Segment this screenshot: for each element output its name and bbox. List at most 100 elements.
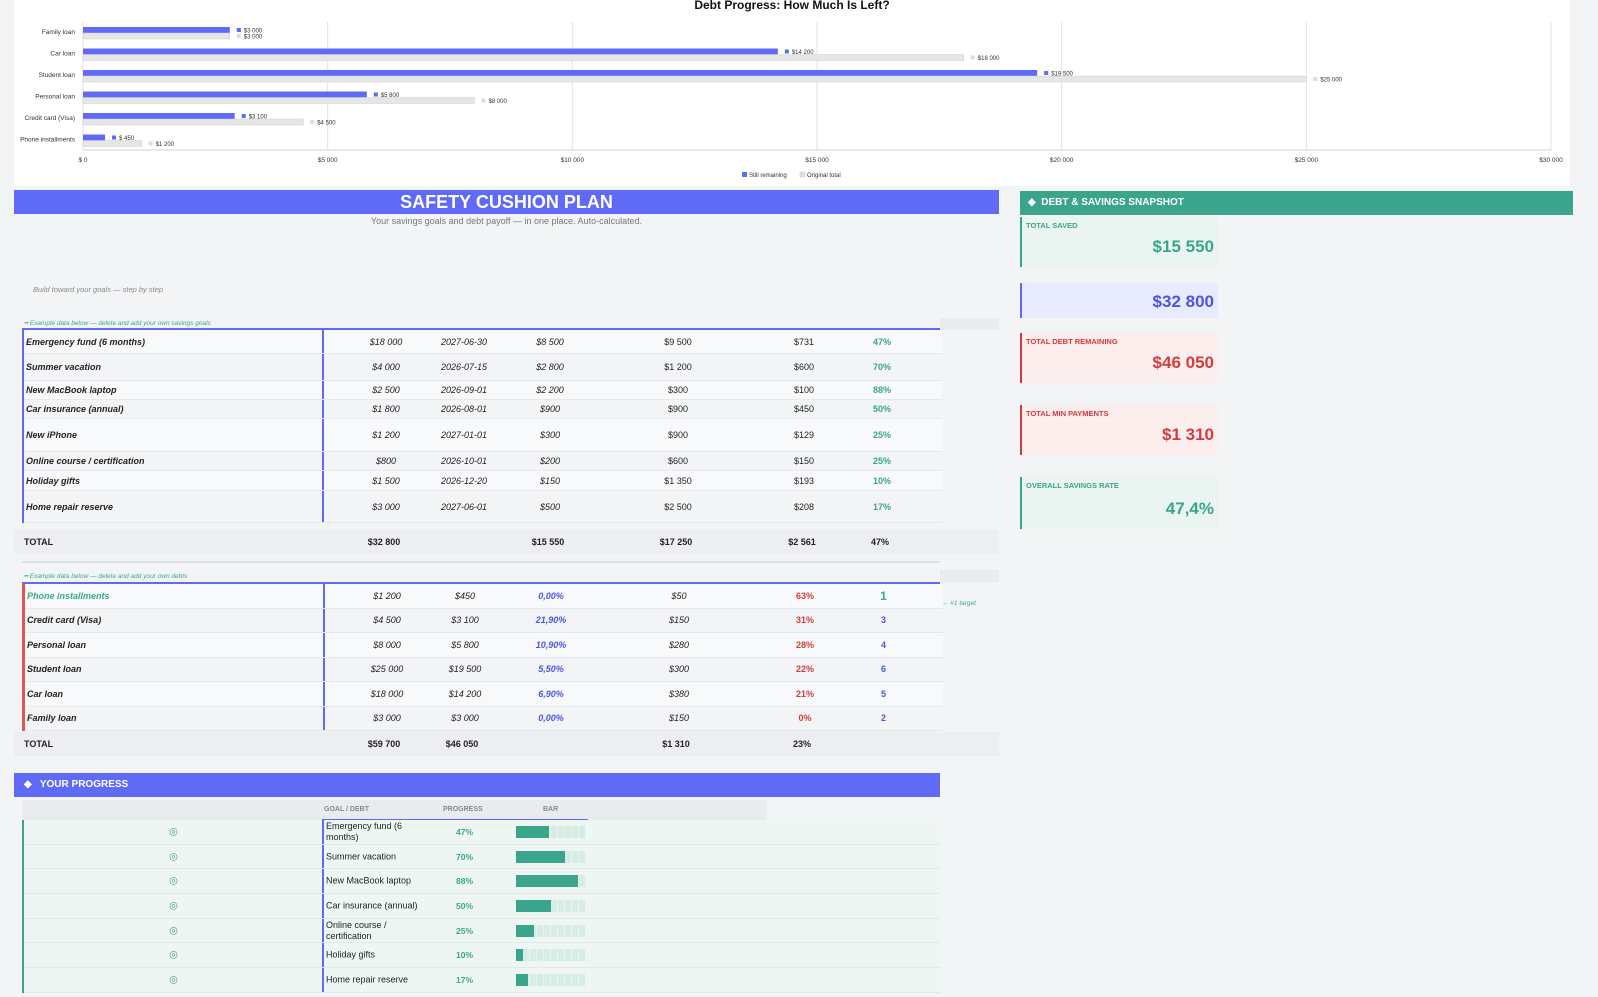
total-target-card: $32 800 xyxy=(1020,283,1218,318)
debts-table: Phone installments $1 200 $450 0,00% $50 63% 1… xyxy=(22,584,943,731)
column-separator xyxy=(322,354,324,380)
bar-original xyxy=(82,75,1307,83)
table-top-rule xyxy=(22,582,940,584)
category-label: Car loan xyxy=(50,51,75,58)
savings-row[interactable]: Home repair reserve $3 000 2027-06-01 $500 $… xyxy=(24,491,942,523)
snapshot-title: DEBT & SAVINGS SNAPSHOT xyxy=(1041,197,1184,208)
bar-remaining xyxy=(83,134,106,141)
total-paid: 23% xyxy=(792,739,811,749)
debt-name: Phone installments xyxy=(27,590,110,601)
debt-row[interactable]: Phone installments $1 200 $450 0,00% $50 63% 1 xyxy=(25,584,943,609)
goal-saved: $150 xyxy=(539,475,561,486)
debt-remaining: $3 100 xyxy=(451,615,479,626)
savings-row[interactable]: New MacBook laptop $2 500 2026-09-01 $2 200… xyxy=(24,381,942,400)
target-icon: ◎ xyxy=(169,974,178,986)
total-saved-card: TOTAL SAVED $15 550 xyxy=(1020,217,1218,267)
savings-row[interactable]: Online course / certification $800 2026-10… xyxy=(24,452,942,471)
bar-remaining xyxy=(83,27,230,33)
progress-percent: 88% xyxy=(456,876,474,887)
progress-row: ◎ New MacBook laptop 88% xyxy=(24,869,940,895)
column-separator xyxy=(322,820,324,844)
progress-percent: 50% xyxy=(456,900,474,911)
goal-monthly: $600 xyxy=(793,362,815,372)
goal-date: 2026-07-15 xyxy=(440,362,488,372)
data-label-marker xyxy=(784,49,789,54)
savings-row[interactable]: Car insurance (annual) $1 800 2026-08-01 $9… xyxy=(24,400,942,419)
debt-row[interactable]: Credit card (Visa) $4 500 $3 100 21,90% $150… xyxy=(25,608,943,633)
goal-date: 2027-01-01 xyxy=(440,430,488,440)
savings-row[interactable]: New iPhone $1 200 2027-01-01 $300 $900 $129 25… xyxy=(24,419,942,452)
savings-row[interactable]: Holiday gifts $1 500 2026-12-20 $150 $1 350 $… xyxy=(24,471,942,491)
progress-percent: 47% xyxy=(456,826,474,837)
debt-rate: 21,90% xyxy=(535,615,567,626)
savings-row[interactable]: Emergency fund (6 months) $18 000 2027-06-… xyxy=(24,330,942,354)
debt-row[interactable]: Student loan $25 000 $19 500 5,50% $300 22% 6 xyxy=(25,657,943,682)
debt-row[interactable]: Personal loan $8 000 $5 800 10,90% $280 28% 4 xyxy=(25,633,943,658)
debt-paid: 21% xyxy=(795,688,814,699)
debt-original: $4 500 xyxy=(373,615,401,626)
goal-pct: 17% xyxy=(872,501,891,512)
data-label: $19 500 xyxy=(1051,72,1073,78)
goal-target: $1 200 xyxy=(372,430,400,440)
progress-bar-fill xyxy=(516,850,565,863)
progress-bar xyxy=(516,924,586,937)
goal-left: $1 350 xyxy=(664,475,692,486)
goal-monthly: $208 xyxy=(793,501,815,512)
bar-remaining xyxy=(83,91,367,98)
debt-remaining: $3 000 xyxy=(451,713,479,724)
x-tick-label: $20 000 xyxy=(1050,157,1074,164)
savings-row[interactable]: Summer vacation $4 000 2026-07-15 $2 800 $1 … xyxy=(24,354,942,381)
goal-left: $2 500 xyxy=(664,501,692,512)
debt-order: 3 xyxy=(880,615,886,626)
progress-bar-fill xyxy=(516,949,523,962)
goal-saved: $500 xyxy=(539,501,561,512)
data-label-marker xyxy=(148,141,153,146)
goal-target: $3 000 xyxy=(372,501,400,512)
progress-bar xyxy=(516,973,586,986)
progress-bar xyxy=(516,875,586,888)
debt-remaining: $5 800 xyxy=(451,639,479,650)
data-label: $3 000 xyxy=(244,35,263,41)
total-saved-value: $15 550 xyxy=(1152,237,1214,256)
step-note: Build toward your goals — step by step xyxy=(33,285,164,294)
column-separator xyxy=(322,471,324,490)
goal-name: Holiday gifts xyxy=(26,475,81,486)
column-separator xyxy=(323,657,325,681)
column-separator xyxy=(322,419,324,451)
savings-total-row: TOTAL $32 800 $15 550 $17 250 $2 561 47% xyxy=(14,530,999,554)
x-tick-label: $30 000 xyxy=(1539,157,1563,164)
debt-remaining-label: TOTAL DEBT REMAINING xyxy=(1026,337,1118,346)
goal-name: Summer vacation xyxy=(26,362,102,372)
data-label: $4 500 xyxy=(317,121,336,127)
debt-row[interactable]: Car loan $18 000 $14 200 6,90% $380 21% 5 xyxy=(25,682,943,707)
progress-goal-name: Summer vacation xyxy=(326,851,397,862)
goal-saved: $900 xyxy=(539,404,561,414)
debt-original: $8 000 xyxy=(373,639,401,650)
x-tick-label: $ 0 xyxy=(78,157,87,164)
debt-remaining-value: $46 050 xyxy=(1152,353,1214,372)
goal-target: $800 xyxy=(375,456,397,466)
data-label: $14 200 xyxy=(792,50,814,56)
debt-min: $50 xyxy=(671,590,687,601)
bar-original xyxy=(82,97,475,104)
debt-row[interactable]: Family loan $3 000 $3 000 0,00% $150 0% 2 xyxy=(25,706,943,731)
progress-row: ◎ Holiday gifts 10% xyxy=(24,943,940,969)
debt-paid: 0% xyxy=(798,713,812,724)
data-label-marker xyxy=(1044,71,1049,75)
bar-remaining xyxy=(83,48,778,55)
debt-order: 5 xyxy=(880,688,886,699)
total-remaining: $46 050 xyxy=(445,739,479,749)
goal-name: New MacBook laptop xyxy=(26,385,117,395)
goal-pct: 70% xyxy=(872,362,891,372)
col-bar: BAR xyxy=(543,806,559,813)
legend-remaining: Still remaining xyxy=(749,173,787,179)
progress-table: ◎ Emergency fund (6 months) 47% ◎ Summer vac… xyxy=(22,820,940,993)
goal-monthly: $150 xyxy=(793,456,815,466)
col-progress: PROGRESS xyxy=(443,806,483,813)
debt-original: $1 200 xyxy=(373,590,401,601)
goal-target: $4 000 xyxy=(372,362,400,372)
total-saved: $15 550 xyxy=(531,537,565,547)
debt-paid: 31% xyxy=(795,615,814,626)
data-label: $18 000 xyxy=(978,56,1000,62)
goal-left: $600 xyxy=(667,456,689,466)
